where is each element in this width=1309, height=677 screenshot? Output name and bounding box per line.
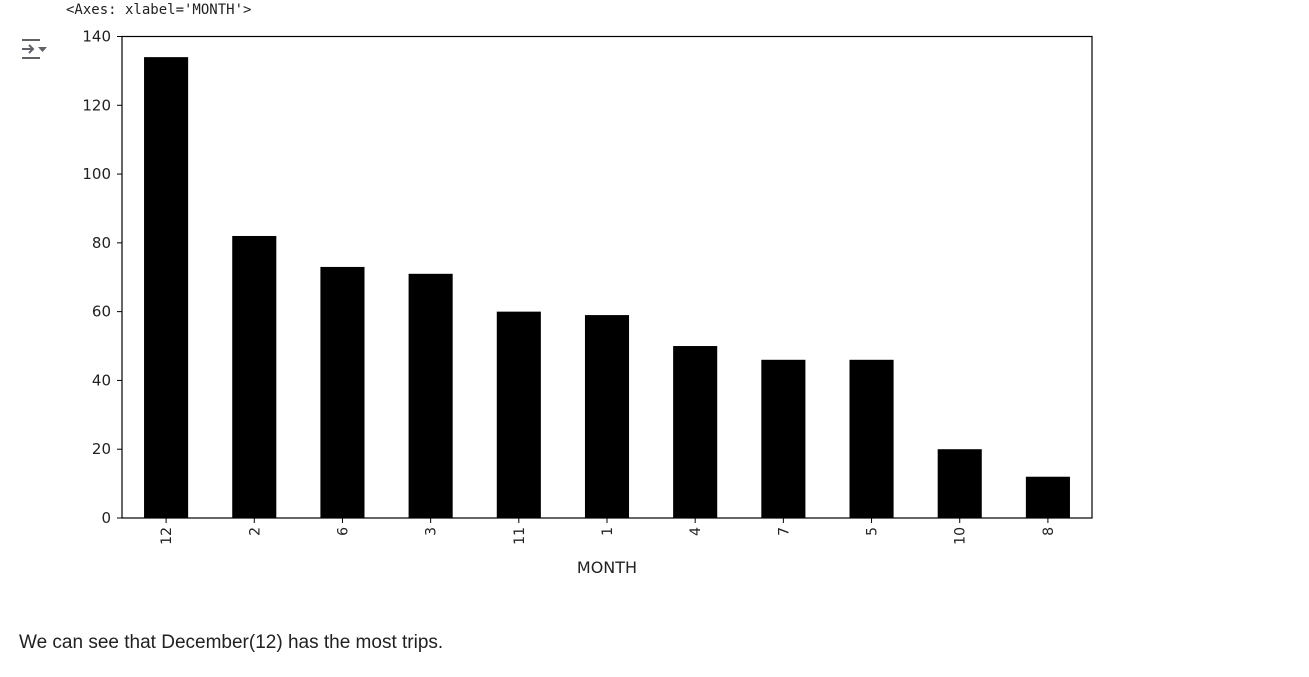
x-tick-label-3: 3: [424, 527, 440, 536]
x-tick-label-1: 1: [600, 527, 616, 536]
y-tick-label-100: 100: [82, 165, 111, 183]
x-tick-label-8: 8: [1041, 527, 1057, 536]
x-axis: 12 2 6 3 11 1 4 7 5 10 8: [159, 518, 1057, 545]
y-tick-label-140: 140: [82, 28, 111, 46]
y-tick-label-120: 120: [82, 96, 111, 114]
bar-1: [584, 315, 630, 518]
y-tick-label-20: 20: [92, 440, 111, 458]
y-tick-label-80: 80: [92, 234, 111, 252]
y-tick-label-0: 0: [101, 509, 111, 527]
bar-10: [937, 449, 982, 518]
bar-5: [849, 359, 894, 518]
y-tick-label-40: 40: [92, 371, 111, 389]
x-tick-label-6: 6: [335, 527, 351, 536]
x-tick-label-10: 10: [953, 527, 969, 545]
bar-11: [496, 311, 541, 518]
y-axis: 0 20 40 60 80 100 120 140: [82, 28, 122, 527]
x-tick-label-2: 2: [247, 527, 263, 536]
x-tick-label-7: 7: [776, 527, 792, 536]
bars-group: [144, 57, 1070, 519]
bar-2: [232, 235, 277, 518]
output-collapse-icon[interactable]: [18, 36, 48, 62]
bar-7: [761, 359, 806, 518]
bar-6: [320, 266, 365, 518]
markdown-text: We can see that December(12) has the mos…: [19, 632, 444, 653]
x-axis-label: MONTH: [577, 558, 637, 577]
x-tick-label-5: 5: [865, 527, 881, 536]
bar-3: [408, 273, 453, 518]
x-tick-label-11: 11: [512, 527, 528, 545]
plot-frame: [121, 35, 1093, 519]
bar-4: [673, 346, 718, 518]
bar-12: [144, 57, 189, 519]
output-repr-text: <Axes: xlabel='MONTH'>: [66, 2, 252, 18]
bar-8: [1025, 476, 1070, 518]
x-tick-label-4: 4: [688, 527, 704, 536]
y-tick-label-60: 60: [92, 303, 111, 321]
bar-chart: 0 20 40 60 80 100 120 140 12 2 6 3 11 1 4 7 5 10 8 MONTH: [82, 28, 1093, 577]
x-tick-label-12: 12: [159, 527, 175, 545]
